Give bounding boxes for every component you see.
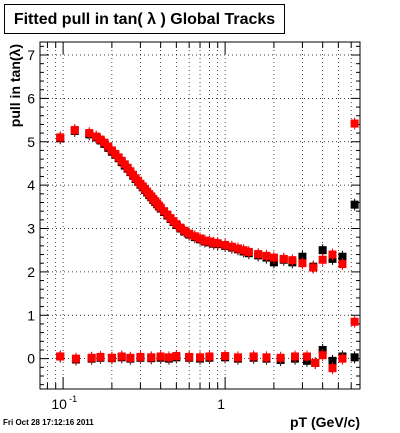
data-point-red [244, 247, 253, 256]
data-point-red [147, 353, 156, 362]
data-point-red [309, 263, 318, 272]
y-tick-label: 5 [27, 134, 35, 150]
data-point-black [298, 252, 307, 261]
data-point-red [96, 135, 105, 144]
data-point-red [180, 226, 189, 235]
data-point-red [209, 238, 218, 247]
y-tick-label: 4 [27, 177, 35, 193]
data-point-red [164, 353, 173, 362]
data-point-red [276, 353, 285, 362]
data-point-red [318, 351, 327, 360]
data-point-red [233, 353, 242, 362]
x-tick-exponent: -1 [69, 394, 77, 404]
data-point-red [233, 244, 242, 253]
data-point-red [172, 220, 181, 229]
y-tick-label: 7 [27, 47, 35, 63]
y-tick-label: 1 [27, 307, 35, 323]
data-point-red [288, 256, 297, 265]
y-tick-label: 3 [27, 221, 35, 237]
data-point-red [227, 242, 236, 251]
data-point-red [279, 254, 288, 263]
data-point-red [262, 353, 271, 362]
data-point-red [262, 251, 271, 260]
data-point-red [338, 354, 347, 363]
data-point-red [269, 253, 278, 262]
data-point-red [221, 352, 230, 361]
data-point-black [338, 252, 347, 261]
data-point-red [249, 352, 258, 361]
data-point-red [311, 358, 320, 367]
data-point-red [291, 352, 300, 361]
x-tick-label: 10 [51, 396, 67, 412]
y-tick-label: 2 [27, 264, 35, 280]
data-point-red [205, 237, 214, 246]
data-point-red [70, 126, 79, 135]
data-point-red [126, 353, 135, 362]
y-axis-label: pull in tan(λ) [7, 44, 23, 127]
data-point-red [185, 352, 194, 361]
data-point-red [213, 239, 222, 248]
chart-title: Fitted pull in tan( λ ) Global Tracks [13, 11, 276, 28]
data-point-red [56, 133, 65, 142]
data-point-red [196, 234, 205, 243]
data-point-red [107, 353, 116, 362]
data-point-red [350, 317, 359, 326]
data-point-red [254, 250, 263, 259]
data-point-red [71, 354, 80, 363]
plot-frame [39, 41, 361, 390]
data-point-red [172, 352, 181, 361]
data-point-red [117, 352, 126, 361]
data-point-red [156, 352, 165, 361]
chart-title-box: Fitted pull in tan( λ ) Global Tracks [4, 4, 285, 34]
data-point-red [302, 352, 311, 361]
data-point-red [328, 250, 337, 259]
data-point-red [56, 352, 65, 361]
data-point-red [338, 260, 347, 269]
data-point-red [196, 353, 205, 362]
data-point-red [185, 229, 194, 238]
data-point-red [200, 236, 209, 245]
footer-timestamp: Fri Oct 28 17:12:16 2011 [3, 418, 94, 427]
x-axis-label: pT (GeV/c) [290, 414, 360, 430]
data-point-black [350, 353, 359, 362]
x-tick-label: 1 [217, 396, 225, 412]
data-point-red [318, 255, 327, 264]
plot-area [40, 42, 360, 389]
data-point-red [298, 259, 307, 268]
data-point-red [221, 240, 230, 249]
data-point-red [239, 246, 248, 255]
data-point-red [87, 353, 96, 362]
y-tick-label: 0 [27, 351, 35, 367]
data-point-black [350, 200, 359, 209]
data-point-black [318, 246, 327, 255]
data-point-red [85, 129, 94, 138]
data-point-red [350, 119, 359, 128]
data-point-red [92, 132, 101, 141]
data-point-red [136, 352, 145, 361]
y-tick-label: 6 [27, 90, 35, 106]
data-point-red [205, 352, 214, 361]
data-point-black [328, 356, 337, 365]
data-point-red [190, 232, 199, 241]
data-point-red [96, 352, 105, 361]
data-point-red [328, 364, 337, 373]
